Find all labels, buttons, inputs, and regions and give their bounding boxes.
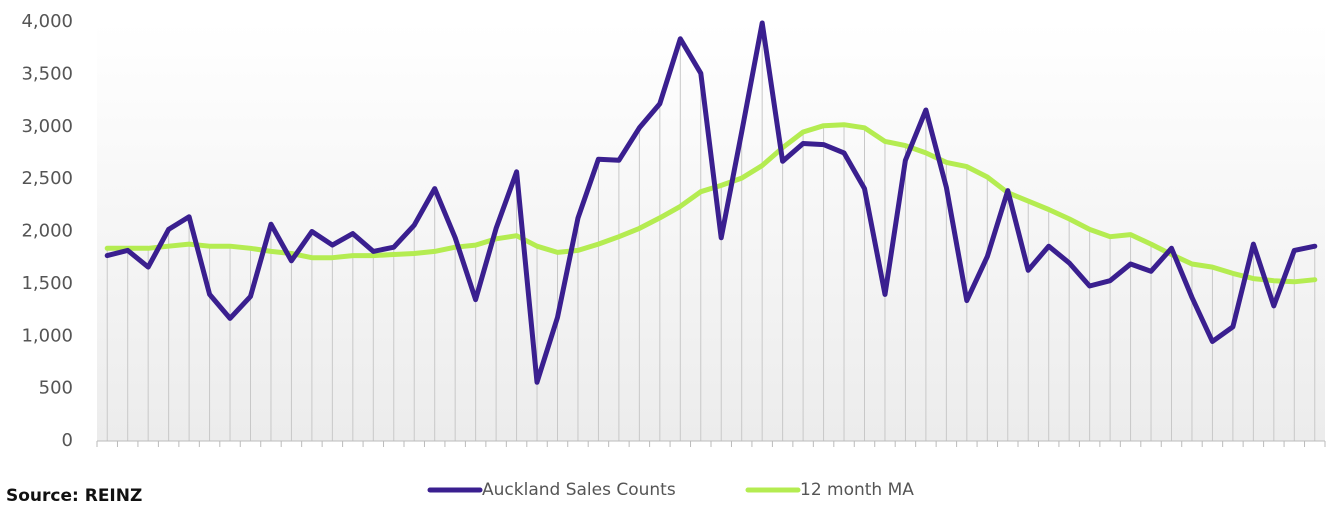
legend-label: 12 month MA <box>800 480 914 500</box>
y-tick-label: 1,000 <box>21 325 73 346</box>
y-tick-label: 500 <box>39 378 73 399</box>
y-tick-label: 3,500 <box>21 63 73 84</box>
series-line <box>104 20 1318 385</box>
y-tick-label: 4,000 <box>21 11 73 32</box>
y-tick-label: 1,500 <box>21 273 73 294</box>
y-tick-label: 0 <box>62 430 73 451</box>
series-line <box>104 122 1318 285</box>
y-tick-label: 2,500 <box>21 168 73 189</box>
y-tick-label: 2,000 <box>21 221 73 242</box>
source: Source: REINZ <box>6 486 142 506</box>
legend-label: Auckland Sales Counts <box>482 480 676 500</box>
plot-background <box>97 22 1325 441</box>
y-tick-label: 3,000 <box>21 116 73 137</box>
